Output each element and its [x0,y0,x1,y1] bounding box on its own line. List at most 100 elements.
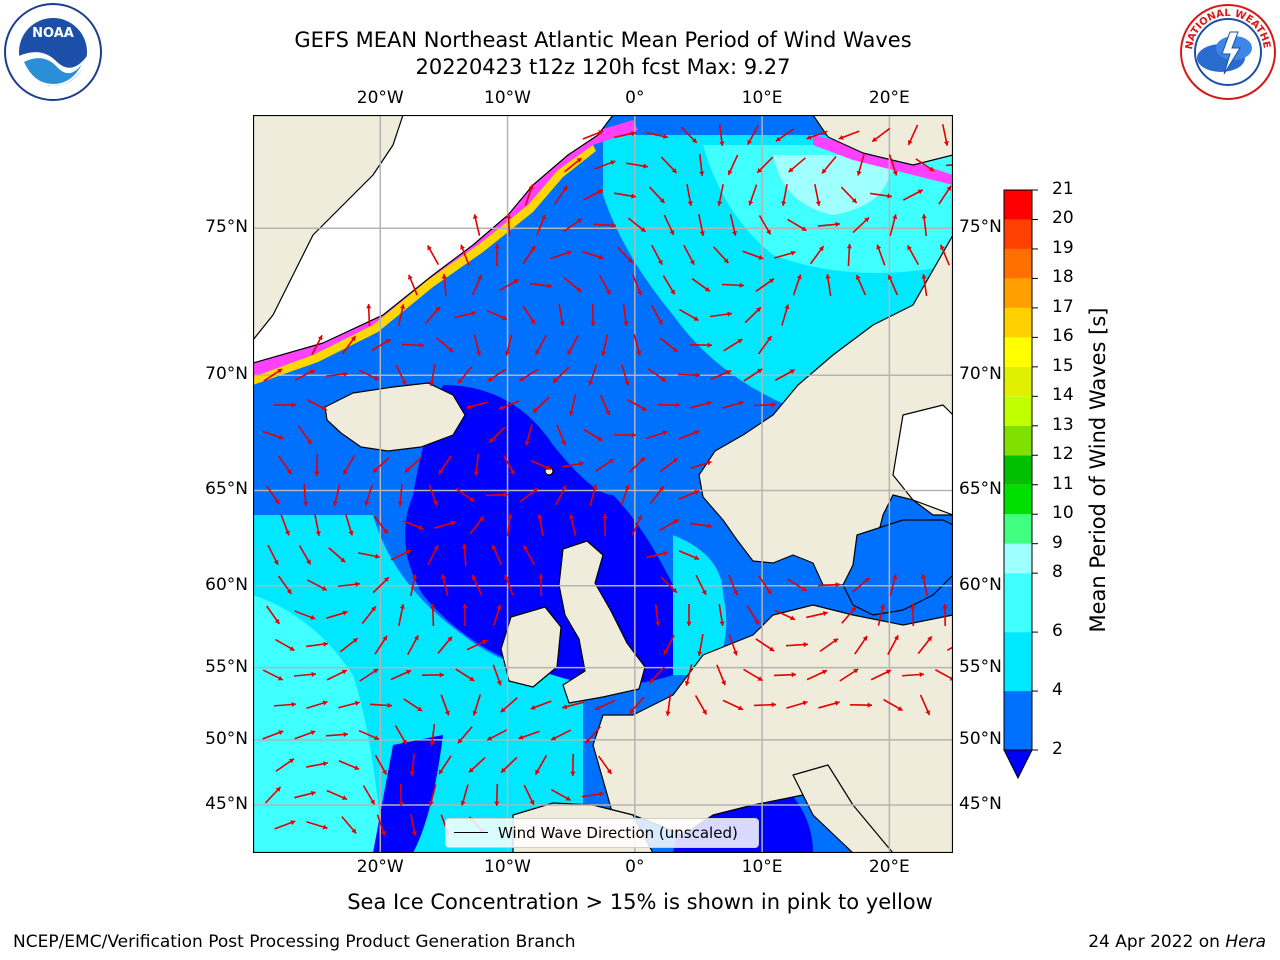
wave-direction-arrow [946,646,953,651]
wave-direction-arrow [372,456,390,474]
wave-direction-arrow [663,634,675,656]
wave-direction-arrow [503,454,515,476]
wave-direction-arrow [486,729,508,741]
wave-direction-arrow [856,154,865,176]
wave-direction-arrow [787,578,807,592]
wave-direction-arrow [817,582,841,588]
wave-direction-arrow [599,394,611,416]
lon-label-top: 10°E [741,88,783,108]
lon-label-bottom: 10°W [484,857,531,877]
wave-direction-arrow [632,274,642,296]
wave-direction-arrow [550,729,572,741]
wave-direction-arrow [753,702,777,708]
lon-label-top: 20°W [356,88,404,108]
sea-ice-edge [253,120,638,377]
colorbar [1003,189,1038,780]
wave-direction-arrow [262,669,284,681]
wave-direction-arrow [654,603,661,627]
wave-direction-arrow [306,761,328,768]
wave-direction-arrow [372,576,390,594]
wave-direction-arrow [390,549,412,561]
wave-direction-arrow [407,634,419,656]
wave-direction-arrow [887,274,899,296]
lat-label-left: 75°N [205,217,248,238]
land-greenland-coast [253,115,404,341]
wave-direction-arrow [262,730,284,740]
wave-direction-arrow [398,783,404,807]
colorbar-band [1004,514,1032,544]
wave-direction-arrow [485,492,509,498]
wave-direction-arrow [429,723,436,747]
wave-direction-arrow [602,513,608,537]
lat-label-right: 70°N [959,364,1002,385]
wave-direction-arrow [684,664,693,686]
wave-direction-arrow [294,610,316,620]
wave-direction-arrow [921,273,928,297]
wave-direction-arrow [275,758,295,772]
wave-direction-arrow [524,424,533,446]
wave-direction-arrow [554,185,568,205]
wave-direction-arrow [889,214,898,236]
wave-direction-arrow [709,311,733,318]
wave-direction-arrow [275,638,295,652]
wave-direction-arrow [663,214,675,236]
wave-direction-arrow [398,604,405,626]
lon-label-top: 0° [625,88,645,108]
wave-direction-arrow [359,668,379,682]
colorbar-tick-label: 13 [1052,414,1074,435]
wave-direction-arrow [273,402,297,408]
wave-direction-arrow [883,698,903,712]
wave-direction-arrow [534,755,548,775]
colorbar-band [1004,484,1032,515]
legend-label: Wind Wave Direction (unscaled) [498,824,738,842]
colorbar-band [1004,248,1032,279]
wave-field-region [773,155,893,215]
wave-direction-arrow [723,338,743,352]
wave-direction-arrow [698,214,705,236]
wave-direction-arrow [440,694,450,716]
wave-direction-arrow [819,637,839,653]
wave-direction-arrow [404,457,422,473]
wave-direction-arrow [649,485,665,505]
wave-direction-arrow [454,310,476,319]
lat-label-left: 45°N [205,793,248,814]
wave-direction-arrow [506,213,512,237]
wave-direction-arrow [817,221,841,227]
wave-direction-arrow [532,396,550,414]
gulf-of-bothnia [892,404,953,516]
wave-direction-arrow [297,425,313,445]
wave-direction-arrow [537,514,544,536]
wave-direction-arrow [487,368,507,382]
wave-direction-arrow [472,694,482,716]
wave-direction-arrow [426,245,440,265]
wave-direction-arrow [651,244,663,266]
wave-direction-arrow [376,814,386,836]
colorbar-band [1004,337,1032,367]
wave-direction-arrow [306,579,328,591]
wave-direction-arrow [564,277,582,293]
wave-direction-arrow [600,334,609,356]
wave-direction-arrow [441,273,447,297]
wave-direction-arrow [305,641,329,648]
colorbar-band [1004,691,1032,750]
wave-direction-arrow [562,461,584,468]
wave-direction-arrow [345,514,354,536]
wave-direction-arrow [712,246,730,264]
wave-direction-arrow [582,130,604,140]
wave-direction-arrow [589,484,598,506]
wave-direction-arrow [492,664,502,686]
wave-direction-arrow [877,604,886,626]
nws-logo: NATIONAL WEATHER SERVICE [1174,0,1278,106]
colorbar-tick-label: 2 [1052,739,1063,759]
wave-direction-arrow [742,250,764,260]
wave-direction-arrow [493,604,502,626]
wave-direction-arrow [919,694,931,716]
wave-direction-arrow [665,693,672,717]
wave-direction-arrow [593,222,617,228]
footer-credit: NCEP/EMC/Verification Post Processing Pr… [13,932,576,952]
wave-direction-arrow [698,153,705,177]
wave-direction-arrow [755,278,775,292]
wave-direction-arrow [374,635,388,655]
wave-direction-arrow [326,669,348,681]
wave-direction-arrow [938,185,952,205]
